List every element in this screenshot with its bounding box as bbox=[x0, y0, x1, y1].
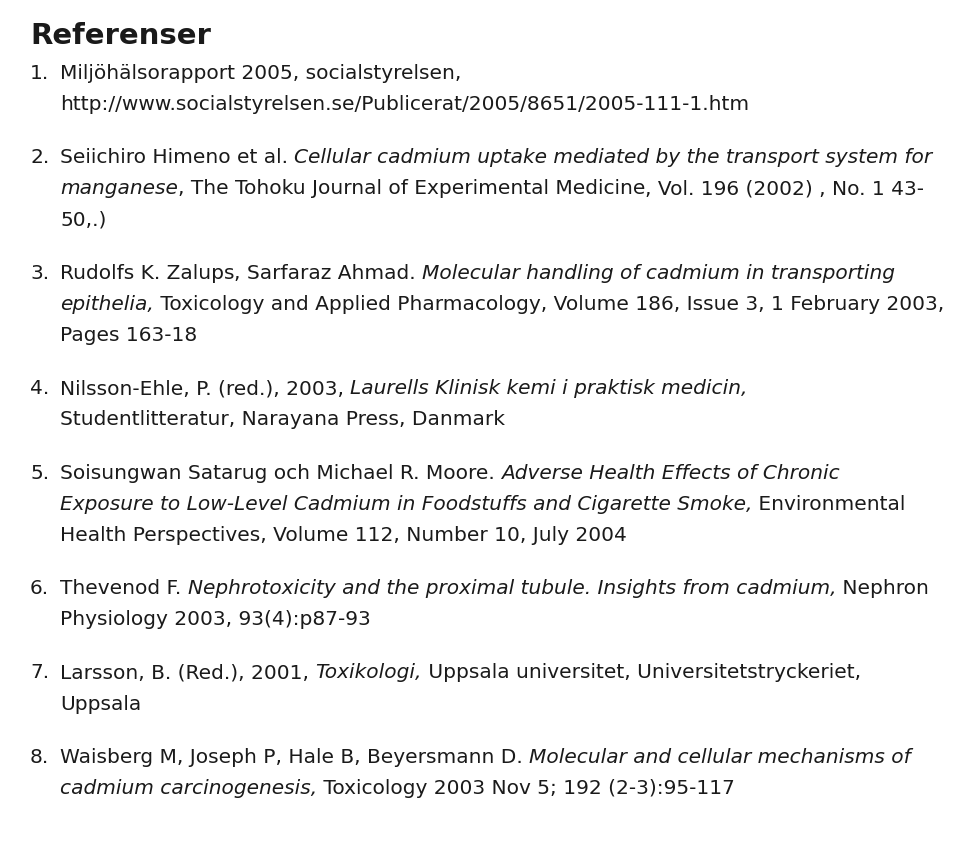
Text: Molecular handling of cadmium in transporting: Molecular handling of cadmium in transpo… bbox=[422, 264, 896, 282]
Text: Rudolfs K. Zalups: Rudolfs K. Zalups bbox=[60, 264, 234, 282]
Text: , Vol. 196 (2002) , No. 1 43-: , Vol. 196 (2002) , No. 1 43- bbox=[645, 179, 924, 198]
Text: Uppsala: Uppsala bbox=[60, 693, 141, 713]
Text: cadmium carcinogenesis,: cadmium carcinogenesis, bbox=[60, 778, 317, 797]
Text: Environmental: Environmental bbox=[753, 494, 905, 514]
Text: Exposure to Low-Level Cadmium in Foodstuffs and Cigarette Smoke,: Exposure to Low-Level Cadmium in Foodstu… bbox=[60, 494, 753, 514]
Text: Studentlitteratur, Narayana Press, Danmark: Studentlitteratur, Narayana Press, Danma… bbox=[60, 410, 505, 429]
Text: Uppsala universitet, Universitetstryckeriet,: Uppsala universitet, Universitetstrycker… bbox=[421, 663, 861, 682]
Text: epithelia,: epithelia, bbox=[60, 294, 154, 314]
Text: 6.: 6. bbox=[30, 578, 49, 597]
Text: Thevenod F.: Thevenod F. bbox=[60, 578, 187, 597]
Text: Toxicology and Applied Pharmacology, Volume 186, Issue 3, 1 February 2003,: Toxicology and Applied Pharmacology, Vol… bbox=[154, 294, 944, 314]
Text: Miljöhälsorapport 2005, socialstyrelsen,: Miljöhälsorapport 2005, socialstyrelsen, bbox=[60, 64, 462, 83]
Text: Nilsson-Ehle, P. (red.), 2003,: Nilsson-Ehle, P. (red.), 2003, bbox=[60, 379, 350, 397]
Text: Molecular and cellular mechanisms of: Molecular and cellular mechanisms of bbox=[529, 746, 911, 766]
Text: Toxikologi,: Toxikologi, bbox=[316, 663, 421, 682]
Text: Nephron: Nephron bbox=[836, 578, 929, 597]
Text: Adverse Health Effects of Chronic: Adverse Health Effects of Chronic bbox=[501, 463, 840, 482]
Text: Seiichiro Himeno et al.: Seiichiro Himeno et al. bbox=[60, 148, 295, 167]
Text: Waisberg M, Joseph P, Hale B, Beyersmann D.: Waisberg M, Joseph P, Hale B, Beyersmann… bbox=[60, 746, 529, 766]
Text: http://www.socialstyrelsen.se/Publicerat/2005/8651/2005-111-1.htm: http://www.socialstyrelsen.se/Publicerat… bbox=[60, 95, 749, 114]
Text: Larsson, B. (Red.), 2001,: Larsson, B. (Red.), 2001, bbox=[60, 663, 316, 682]
Text: 8.: 8. bbox=[30, 746, 49, 766]
Text: 3.: 3. bbox=[30, 264, 49, 282]
Text: Laurells Klinisk kemi i praktisk medicin,: Laurells Klinisk kemi i praktisk medicin… bbox=[350, 379, 748, 397]
Text: Physiology 2003, 93(4):p87-93: Physiology 2003, 93(4):p87-93 bbox=[60, 610, 371, 629]
Text: 5.: 5. bbox=[30, 463, 49, 482]
Text: Pages 163-18: Pages 163-18 bbox=[60, 326, 197, 345]
Text: 50,.): 50,.) bbox=[60, 211, 107, 229]
Text: Referenser: Referenser bbox=[30, 22, 211, 50]
Text: Cellular cadmium uptake mediated by the transport system for: Cellular cadmium uptake mediated by the … bbox=[295, 148, 932, 167]
Text: Nephrotoxicity and the proximal tubule. Insights from cadmium,: Nephrotoxicity and the proximal tubule. … bbox=[187, 578, 836, 597]
Text: Soisungwan Satarug och Michael R. Moore.: Soisungwan Satarug och Michael R. Moore. bbox=[60, 463, 501, 482]
Text: 4.: 4. bbox=[30, 379, 49, 397]
Text: manganese: manganese bbox=[60, 179, 178, 198]
Text: 1.: 1. bbox=[30, 64, 49, 83]
Text: , The Tohoku Journal of Experimental Medicine: , The Tohoku Journal of Experimental Med… bbox=[178, 179, 645, 198]
Text: 2.: 2. bbox=[30, 148, 49, 167]
Text: Toxicology 2003 Nov 5; 192 (2-3):95-117: Toxicology 2003 Nov 5; 192 (2-3):95-117 bbox=[317, 778, 735, 797]
Text: Health Perspectives, Volume 112, Number 10, July 2004: Health Perspectives, Volume 112, Number … bbox=[60, 525, 627, 544]
Text: 7.: 7. bbox=[30, 663, 49, 682]
Text: , Sarfaraz Ahmad.: , Sarfaraz Ahmad. bbox=[234, 264, 422, 282]
